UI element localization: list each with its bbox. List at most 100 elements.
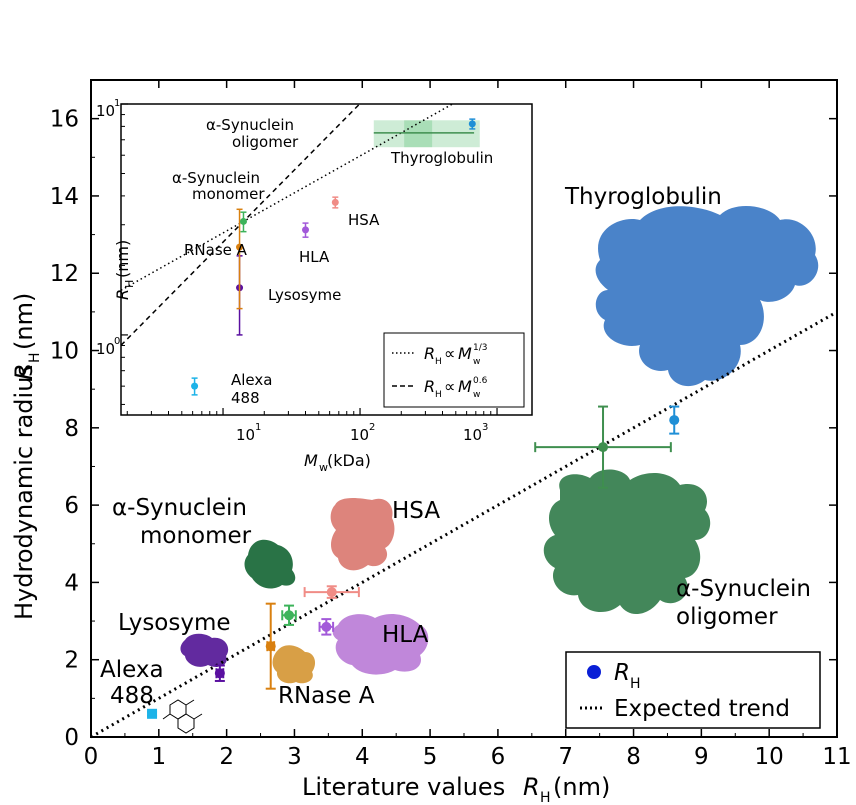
inset-legend-2-sub: H [435,390,442,400]
inset-x-label-post: (kDa) [327,451,371,470]
inset-data-point [191,377,199,396]
inset-data-marker [239,217,247,225]
data-point [147,708,158,719]
inset-xtick-10-exp: 1 [255,422,261,433]
x-tick-label: 2 [219,744,234,770]
inset-oligomer-band [373,120,480,148]
rnase-label: RNase A [278,683,375,709]
inset-legend-1-exp: 1/3 [473,343,487,353]
main-y-label-post: (nm) [10,293,38,350]
thyroglobulin-label: Thyroglobulin [564,184,722,210]
inset-legend-2-prop: ∝ [444,377,455,396]
inset-ytick-1-exp: 0 [114,336,120,347]
inset-data-point [331,196,339,209]
inset-data-point [302,222,310,238]
main-x-ticks: 0 1 2 3 4 5 6 7 8 9 10 11 [84,80,852,770]
hsa-structure-icon [330,497,395,571]
thyroglobulin-structure-icon [595,205,819,387]
inset-xtick-1000: 10 [463,426,482,444]
y-tick-label: 14 [50,184,79,210]
data-marker [321,621,332,632]
monomer-label-line2: monomer [140,523,252,549]
inset-x-label-sub: w [319,461,328,474]
inset-data-point [236,208,244,310]
data-point [214,664,225,682]
inset-legend-2-msub: w [473,390,480,400]
y-tick-label: 6 [64,493,79,519]
inset-ytick-1: 10 [96,340,115,358]
hla-structure-icon [332,614,429,675]
lysosyme-label: Lysosyme [118,610,231,636]
y-tick-label: 4 [64,570,79,596]
inset-legend-2-mvar: M [458,377,472,396]
inset-y-label: R H (nm) [113,240,136,300]
x-tick-label: 3 [287,744,302,770]
oligomer-structure-icon [543,469,711,615]
inset-data-marker [236,243,244,251]
inset-xtick-10: 10 [236,426,255,444]
inset-trend-zero-six [120,103,361,346]
data-point [318,618,335,636]
main-x-label-pre: Literature values [302,773,505,801]
main-x-label-var: R [523,773,540,801]
x-tick-label: 1 [151,744,166,770]
data-marker [598,442,609,453]
data-point [534,405,672,489]
inset-ytick-10-exp: 1 [114,98,120,109]
hla-label: HLA [382,622,429,648]
inset-y-tick-labels: 10 0 10 1 [96,98,120,358]
inset-alexa-label-line2: 488 [231,389,260,407]
data-point [669,405,680,435]
x-tick-label: 9 [694,744,709,770]
inset-y-label-sub: H [123,280,136,288]
x-tick-label: 7 [558,744,573,770]
inset-chart: 10 1 10 2 10 3 10 0 10 1 M w (kDa) R H (… [96,98,533,474]
inset-hla-label: HLA [299,248,330,266]
data-marker [147,708,158,719]
main-y-label-sub: H [27,352,43,363]
hsa-label: HSA [392,498,440,524]
inset-alexa-label-line1: Alexa [231,371,272,389]
inset-xtick-1000-exp: 3 [482,422,488,433]
oligomer-label-line2: oligomer [676,604,778,630]
inset-ticks [121,103,498,415]
oligomer-label-line1: α-Synuclein [676,576,811,602]
legend-rh-var: R [614,660,630,686]
inset-legend: R H ∝ M w 1/3 R H ∝ M w 0.6 [383,332,525,408]
inset-legend-1-mvar: M [458,344,472,363]
inset-legend-2-var: R [424,377,435,396]
inset-oligomer-label-line1: α-Synuclein [206,116,294,134]
main-data-points [147,405,680,719]
inset-data-marker [302,226,310,234]
inset-x-label-var: M [304,451,318,470]
inset-legend-1-prop: ∝ [444,344,455,363]
x-tick-label: 5 [423,744,438,770]
data-marker [284,610,295,621]
x-tick-label: 8 [626,744,641,770]
inset-legend-2-exp: 0.6 [473,376,488,386]
inset-thyroglobulin-label: Thyroglobulin [390,149,493,167]
x-tick-label: 6 [491,744,506,770]
y-tick-label: 16 [50,107,79,133]
main-y-label: Hydrodynamic radius R H (nm) [10,293,43,620]
main-y-label-pre: Hydrodynamic radius [10,364,38,620]
inset-data-point [239,211,247,233]
inset-data-marker [331,198,339,206]
inset-data-marker [191,382,199,390]
y-tick-label: 10 [50,339,79,365]
y-tick-label: 8 [64,416,79,442]
x-tick-label: 4 [355,744,370,770]
alexa-label-line1: Alexa [100,657,164,683]
inset-xtick-100-exp: 2 [369,422,375,433]
inset-monomer-label-line2: monomer [192,185,265,203]
x-tick-label: 0 [84,744,99,770]
inset-y-label-var: R [113,289,132,300]
x-tick-label: 10 [755,744,784,770]
main-x-label-post: (nm) [553,773,610,801]
data-point [303,585,360,599]
expected-trend-line [90,310,838,739]
inset-ytick-10: 10 [96,102,115,120]
data-marker [326,587,337,598]
